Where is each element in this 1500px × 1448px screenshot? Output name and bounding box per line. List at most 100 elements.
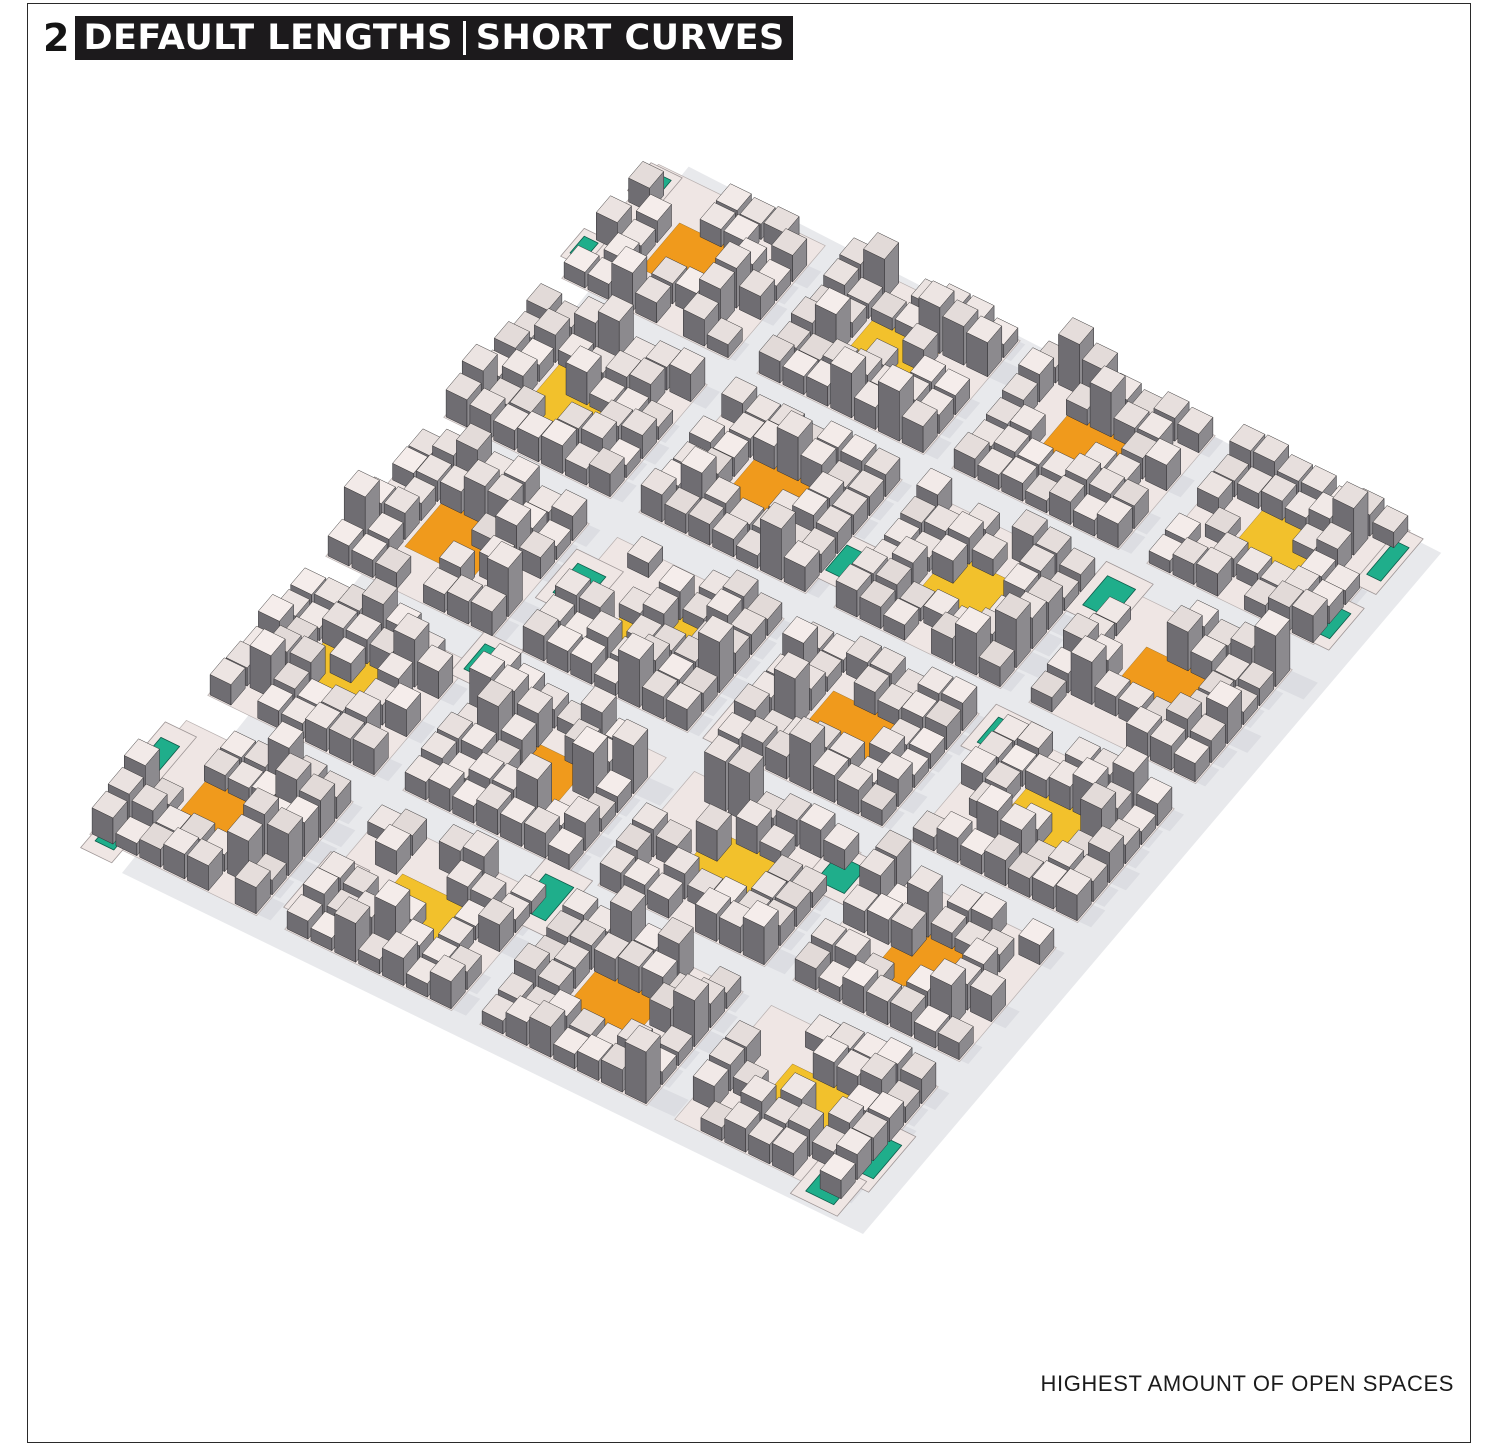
building-roof (853, 665, 890, 693)
building-roof (462, 829, 499, 858)
building-shadow (642, 442, 670, 465)
building-roof (220, 730, 256, 758)
building-roof (524, 806, 560, 834)
building-roof (1002, 373, 1038, 401)
building-roof (617, 939, 654, 968)
building-roof (1324, 563, 1360, 592)
building-roof (420, 731, 457, 759)
building-roof (131, 783, 168, 812)
building-roof (706, 317, 743, 345)
building-roof (814, 287, 851, 315)
building-shadow (499, 935, 529, 959)
building-roof (937, 1015, 974, 1044)
building-shadow (1039, 948, 1065, 970)
building-roof (124, 738, 160, 766)
building-roof (823, 258, 859, 286)
building-roof (429, 954, 466, 982)
building-roof (581, 411, 617, 439)
building-roof (204, 748, 240, 776)
building-roof (551, 489, 588, 517)
building-roof (812, 1035, 849, 1063)
building-roof (627, 536, 663, 564)
building-roof (461, 343, 498, 372)
building-roof (641, 950, 678, 978)
building-roof (322, 601, 358, 629)
building-roof (739, 197, 776, 225)
building-roof (728, 746, 764, 774)
building-shadow (853, 518, 879, 540)
building-roof (596, 195, 632, 223)
building-shadow (617, 796, 641, 817)
building-roof (647, 872, 684, 900)
building-shadow (923, 436, 952, 460)
building-shadow (1000, 670, 1026, 692)
building-roof (1268, 580, 1304, 608)
building-roof (345, 612, 382, 641)
building-shadow (955, 398, 981, 420)
building-shadow (585, 834, 615, 858)
building-roof (1153, 391, 1190, 419)
building-roof (877, 683, 914, 711)
building-shadow (767, 619, 791, 640)
building-roof (739, 269, 775, 297)
building-roof (759, 824, 796, 852)
building-roof (867, 892, 903, 921)
building-roof (901, 399, 938, 427)
building-roof (547, 827, 584, 855)
building-shadow (1243, 708, 1265, 728)
building-roof (721, 376, 758, 404)
building-roof (632, 802, 668, 830)
building-roof (891, 535, 928, 564)
building-roof (554, 940, 590, 969)
building-roof (776, 410, 813, 438)
building-roof (984, 833, 1021, 861)
building-shadow (1125, 847, 1150, 869)
building-roof (423, 567, 459, 595)
building-roof (327, 518, 364, 547)
building-shadow (1109, 866, 1141, 891)
building-shadow (1259, 689, 1284, 711)
building-roof (1001, 456, 1038, 484)
building-shadow (492, 619, 520, 642)
building-roof (955, 606, 991, 634)
title-banner: DEFAULT LENGTHS SHORT CURVES (75, 16, 793, 60)
building-roof (546, 910, 582, 938)
building-roof (746, 592, 783, 620)
building-roof (658, 564, 695, 593)
building-roof (1229, 423, 1266, 452)
building-roof (875, 829, 912, 858)
building-roof (642, 586, 679, 615)
building-roof (1300, 465, 1337, 493)
building-roof (930, 958, 966, 986)
building-roof (1096, 496, 1133, 525)
building-roof (227, 761, 264, 789)
building-shadow (1166, 474, 1195, 498)
building-roof (1049, 474, 1085, 503)
building-roof (863, 232, 899, 260)
building-roof (890, 902, 927, 930)
building-roof (936, 810, 973, 839)
building-shadow (885, 480, 913, 503)
building-roof (782, 349, 819, 377)
building-shadow (662, 1068, 684, 1088)
building-shadow (898, 790, 928, 814)
building-shadow (796, 910, 822, 932)
building-roof (860, 1052, 897, 1081)
building-roof (877, 752, 913, 780)
building-roof (695, 887, 731, 915)
building-shadow (792, 265, 822, 289)
building-roof (623, 858, 660, 886)
building-roof (345, 690, 381, 718)
building-roof (709, 1037, 745, 1066)
building-roof (1236, 546, 1273, 575)
building-roof (883, 597, 920, 626)
building-shadow (451, 992, 481, 1016)
building-shadow (272, 878, 295, 899)
building-roof (689, 415, 725, 443)
building-roof (792, 488, 828, 516)
building-roof (618, 632, 654, 660)
building-roof (864, 447, 901, 476)
building-roof (663, 846, 700, 875)
building-roof (782, 616, 818, 644)
building-shadow (406, 720, 436, 744)
